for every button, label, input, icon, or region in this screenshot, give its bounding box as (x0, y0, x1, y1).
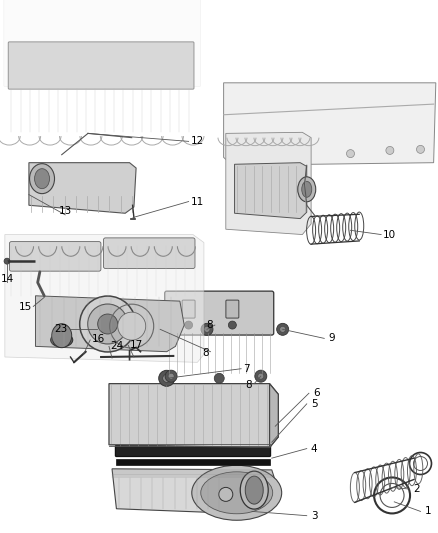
FancyBboxPatch shape (182, 300, 195, 318)
Polygon shape (109, 384, 278, 448)
Ellipse shape (35, 168, 49, 189)
Polygon shape (5, 235, 204, 362)
Text: 8: 8 (202, 348, 209, 358)
Text: 3: 3 (311, 511, 318, 521)
Text: 4: 4 (311, 443, 318, 454)
Ellipse shape (201, 472, 273, 514)
Text: 16: 16 (92, 334, 105, 344)
Circle shape (204, 326, 210, 332)
Circle shape (88, 304, 127, 344)
Circle shape (241, 148, 250, 156)
Text: 10: 10 (383, 230, 396, 239)
FancyBboxPatch shape (165, 291, 274, 335)
Ellipse shape (29, 164, 54, 193)
FancyBboxPatch shape (8, 42, 194, 89)
Circle shape (163, 374, 171, 382)
Circle shape (184, 321, 193, 329)
Circle shape (157, 326, 163, 332)
Text: 24: 24 (110, 341, 124, 351)
Circle shape (255, 370, 267, 382)
Circle shape (417, 146, 424, 154)
Ellipse shape (51, 333, 73, 347)
Polygon shape (35, 296, 184, 352)
Circle shape (98, 314, 118, 334)
Text: 8: 8 (245, 379, 252, 390)
Circle shape (201, 324, 213, 335)
Polygon shape (117, 459, 269, 465)
FancyBboxPatch shape (226, 300, 239, 318)
Circle shape (165, 370, 177, 382)
Text: 2: 2 (413, 484, 420, 494)
Circle shape (4, 258, 10, 264)
Polygon shape (235, 163, 307, 219)
Circle shape (80, 296, 136, 352)
Text: 9: 9 (328, 333, 335, 343)
Text: 12: 12 (191, 136, 204, 147)
Circle shape (228, 321, 237, 329)
Circle shape (294, 152, 302, 160)
FancyBboxPatch shape (9, 241, 101, 271)
Circle shape (258, 373, 264, 379)
Circle shape (159, 370, 175, 386)
Text: 14: 14 (0, 274, 14, 284)
Text: 15: 15 (19, 303, 32, 312)
Text: 5: 5 (311, 399, 318, 409)
Circle shape (346, 150, 354, 158)
FancyBboxPatch shape (103, 238, 195, 269)
Text: 13: 13 (59, 206, 72, 216)
Text: 6: 6 (313, 388, 320, 398)
Circle shape (277, 324, 289, 335)
Circle shape (219, 487, 233, 502)
Ellipse shape (192, 465, 282, 520)
FancyBboxPatch shape (4, 0, 201, 86)
Text: 7: 7 (243, 364, 250, 374)
Circle shape (280, 326, 286, 332)
Polygon shape (269, 384, 278, 448)
Polygon shape (112, 469, 278, 514)
Ellipse shape (302, 181, 312, 197)
Text: 1: 1 (424, 506, 431, 516)
Polygon shape (29, 163, 136, 213)
Ellipse shape (240, 471, 268, 509)
Polygon shape (224, 83, 436, 165)
Text: 17: 17 (130, 340, 143, 350)
Text: 8: 8 (206, 320, 213, 330)
Polygon shape (226, 132, 311, 235)
Circle shape (386, 147, 394, 155)
FancyBboxPatch shape (116, 446, 271, 456)
Text: 11: 11 (191, 197, 204, 207)
Circle shape (118, 312, 146, 340)
Text: 23: 23 (55, 324, 68, 334)
Circle shape (168, 373, 174, 379)
Circle shape (214, 373, 224, 383)
Circle shape (154, 324, 166, 335)
Ellipse shape (52, 324, 72, 348)
Ellipse shape (245, 476, 263, 504)
Ellipse shape (298, 177, 316, 202)
